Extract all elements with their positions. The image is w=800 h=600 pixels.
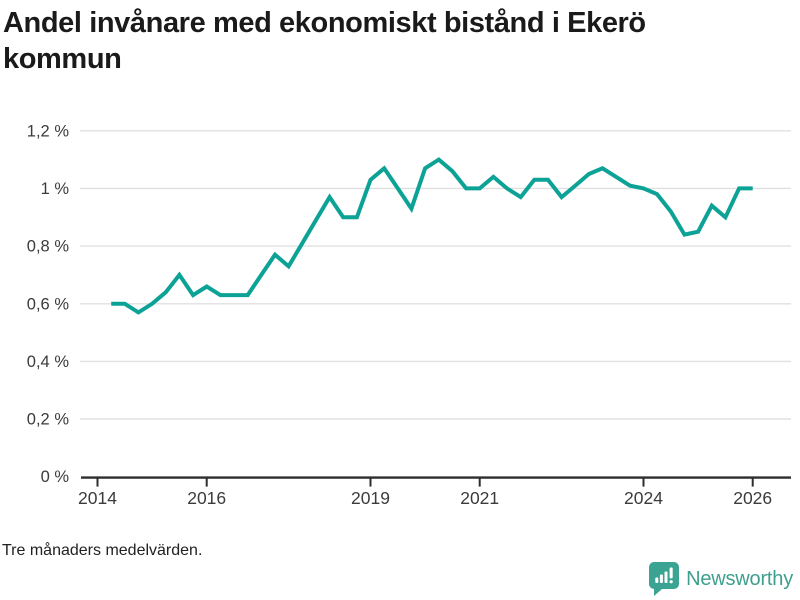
x-tick-label: 2019: [351, 488, 390, 508]
speech-bubble-shape: [649, 562, 680, 596]
chart-title-line2: kommun: [3, 43, 122, 75]
y-tick-label: 0,6 %: [27, 295, 70, 313]
x-tick-label: 2024: [624, 488, 663, 508]
newsworthy-logo[interactable]: Newsworthy: [649, 562, 793, 596]
chart-footnote: Tre månaders medelvärden.: [2, 542, 203, 559]
y-tick-label: 0,2 %: [27, 411, 70, 429]
y-tick-label: 1,2 %: [27, 122, 70, 140]
newsworthy-icon: [649, 562, 680, 596]
y-tick-label: 1 %: [41, 180, 70, 198]
newsworthy-wordmark: Newsworthy: [686, 567, 793, 590]
x-tick-label: 2026: [733, 488, 772, 508]
x-tick-label: 2016: [187, 488, 226, 508]
x-tick-label: 2021: [460, 488, 499, 508]
chart-title: Andel invånare med ekonomiskt bistånd i …: [3, 0, 646, 77]
x-tick-label: 2014: [78, 488, 117, 508]
y-tick-label: 0,4 %: [27, 353, 70, 371]
y-tick-label: 0 %: [41, 468, 70, 486]
y-tick-label: 0,8 %: [27, 238, 70, 256]
trend-line-series: [111, 157, 753, 315]
chart-title-line1: Andel invånare med ekonomiskt bistånd i …: [3, 7, 646, 39]
exclamation-glyph: [669, 567, 673, 584]
bar-chart-glyph: [655, 571, 668, 583]
